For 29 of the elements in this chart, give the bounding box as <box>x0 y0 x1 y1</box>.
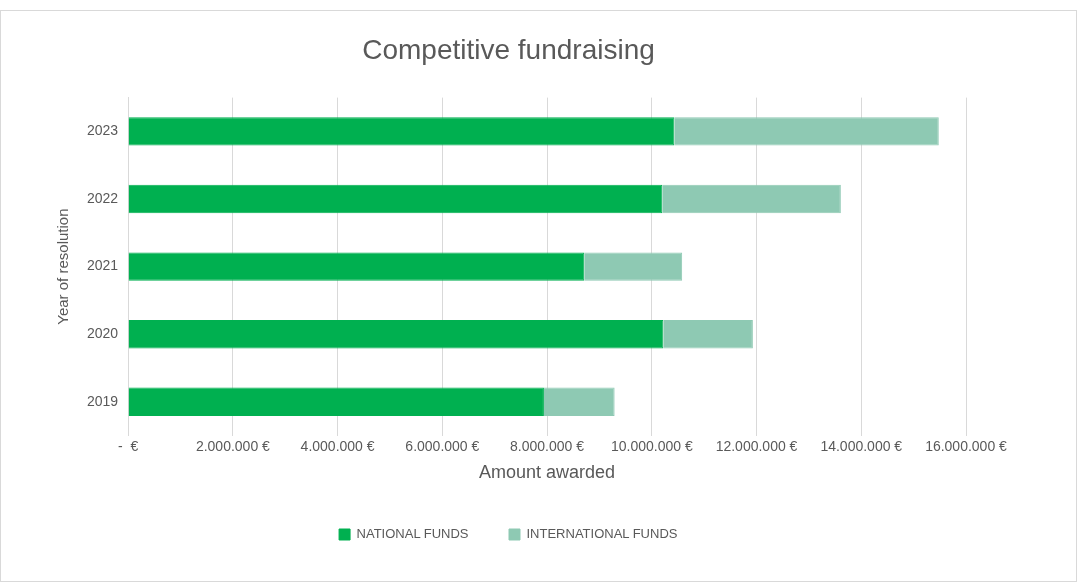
y-axis-title: Year of resolution <box>54 208 72 325</box>
bar <box>128 117 675 146</box>
y-tick-label: 2020 <box>86 325 119 342</box>
x-tick-label: 4.000.000 € <box>300 437 375 454</box>
x-tick-label: 8.000.000 € <box>510 437 585 454</box>
y-tick-label: 2023 <box>86 122 119 139</box>
y-tick-label: 2019 <box>86 392 119 409</box>
bar <box>128 320 664 349</box>
x-tick-label: 14.000.000 € <box>820 437 903 454</box>
x-tick-label: 6.000.000 € <box>405 437 480 454</box>
bar <box>662 184 841 214</box>
chart-title: Competitive fundraising <box>362 33 655 65</box>
bar <box>128 387 544 416</box>
bar <box>128 252 585 281</box>
bar <box>128 184 663 214</box>
x-tick-label: 12.000.000 € <box>715 437 798 454</box>
x-tick-label: 16.000.000 € <box>925 437 1008 454</box>
x-tick-label: 10.000.000 € <box>610 437 693 454</box>
x-tick-label: - € <box>118 437 139 454</box>
bar <box>674 117 939 146</box>
x-tick-label: 2.000.000 € <box>195 437 271 454</box>
x-axis-title: Amount awarded <box>479 462 616 483</box>
bar <box>584 252 683 281</box>
y-tick-label: 2022 <box>86 189 119 206</box>
legend-label: NATIONAL FUNDS <box>356 526 469 542</box>
bar <box>663 320 753 349</box>
legend-label: INTERNATIONAL FUNDS <box>526 526 678 542</box>
bar <box>543 387 615 416</box>
y-tick-label: 2021 <box>86 257 119 274</box>
